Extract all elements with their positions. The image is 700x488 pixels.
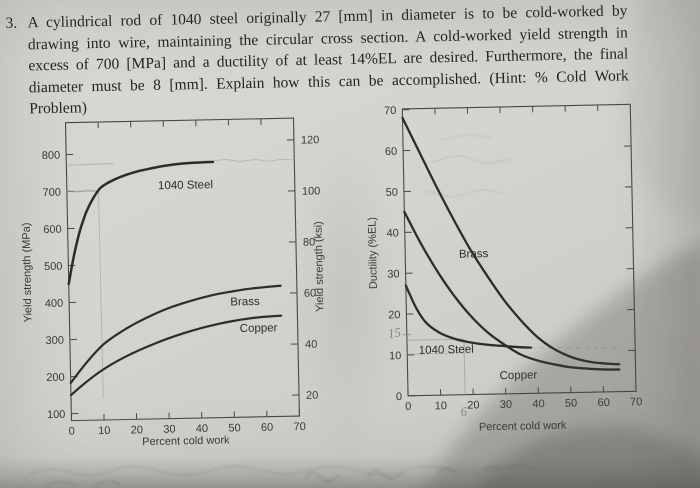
y-tick-right-label: 100 [302, 185, 321, 197]
y-tick-label: 50 [386, 187, 398, 199]
x-tick-label: 70 [630, 396, 642, 408]
y-tick-label: 800 [42, 150, 61, 162]
curve-label: Copper [499, 369, 537, 382]
x-tick-label: 0 [69, 426, 75, 438]
pencil-scribble [425, 188, 507, 198]
bleedthrough-handwriting [303, 464, 504, 483]
y-tick-label: 100 [47, 409, 66, 421]
x-tick-label: 30 [500, 399, 512, 411]
curve-1040-steel [67, 160, 215, 286]
curve-label: 1040 Steel [419, 344, 474, 357]
bleedthrough-handwriting [44, 479, 122, 488]
x-axis-title: Percent cold work [142, 434, 230, 448]
pencil-line [66, 163, 114, 166]
x-tick-label: 10 [98, 425, 110, 437]
y-tick-right-label: 80 [303, 236, 315, 248]
pencil-scribble [440, 133, 493, 141]
pencil-line [97, 190, 104, 399]
y-tick-label: 30 [387, 268, 399, 280]
x-axis-title: Percent cold work [479, 420, 567, 434]
y-tick-label: 70 [384, 105, 396, 117]
y-tick-label: 60 [385, 146, 397, 158]
x-tick-label: 20 [467, 399, 479, 411]
y-tick-label: 200 [46, 372, 65, 384]
y-tick-right-label: 20 [306, 390, 318, 402]
y-tick-label: 20 [388, 309, 400, 321]
y-tick-label: 500 [44, 261, 63, 273]
chart-ductility-vs-percent-cold-work: 0 10 20 30 40 50 60 70 0 10 20 30 40 50 60 70 Percent co… [366, 103, 642, 434]
chart-yield-strength-vs-percent-cold-work: 0 10 20 30 40 50 60 70 100 200 300 400 500 600 700 800 2… [21, 117, 327, 448]
curve-copper [69, 314, 283, 397]
curve-label: Copper [240, 322, 278, 335]
x-tick-label: 50 [228, 422, 240, 434]
x-tick-label: 40 [196, 423, 208, 435]
pencil-scribble [66, 188, 97, 193]
curve-label: Brass [230, 296, 260, 309]
ink-bleedthrough-marks [28, 464, 540, 488]
x-tick-label: 10 [435, 400, 447, 412]
y-tick-right-label: 120 [301, 134, 320, 146]
y-tick-right-label: 60 [304, 288, 316, 300]
x-tick-label: 20 [131, 424, 143, 436]
pencil-scribble [431, 154, 513, 165]
pencil-line [530, 347, 623, 349]
curve-brass [69, 284, 282, 384]
y-axis-title-right: Yield strength (ksi) [313, 221, 327, 312]
curve-label: 1040 Steel [158, 179, 213, 192]
y-tick-label: 700 [42, 187, 61, 199]
y-tick-right-label: 40 [305, 339, 317, 351]
axis-frame [64, 117, 301, 422]
y-tick-label: 10 [389, 350, 401, 362]
bleedthrough-squiggle [28, 464, 540, 477]
y-axis-title: Ductility (%EL) [366, 217, 379, 289]
pencil-handwriting: 15 [387, 324, 402, 341]
y-tick-label: 400 [45, 298, 64, 310]
x-tick-label: 40 [532, 398, 544, 410]
x-tick-label: 50 [565, 397, 577, 409]
x-tick-label: 30 [163, 424, 175, 436]
y-tick-label: 0 [396, 391, 402, 403]
y-tick-label: 40 [386, 227, 398, 239]
x-tick-label: 60 [597, 397, 609, 409]
curve-label: Brass [459, 248, 489, 261]
x-tick-label: 0 [405, 401, 411, 413]
pencil-scribble [212, 158, 295, 162]
y-tick-label: 300 [45, 335, 64, 347]
pencil-line [66, 190, 99, 193]
x-tick-label: 60 [261, 422, 273, 434]
x-tick-label: 70 [293, 421, 305, 433]
y-axis-title: Yield strength (MPa) [21, 222, 35, 322]
y-tick-label: 600 [43, 224, 62, 236]
